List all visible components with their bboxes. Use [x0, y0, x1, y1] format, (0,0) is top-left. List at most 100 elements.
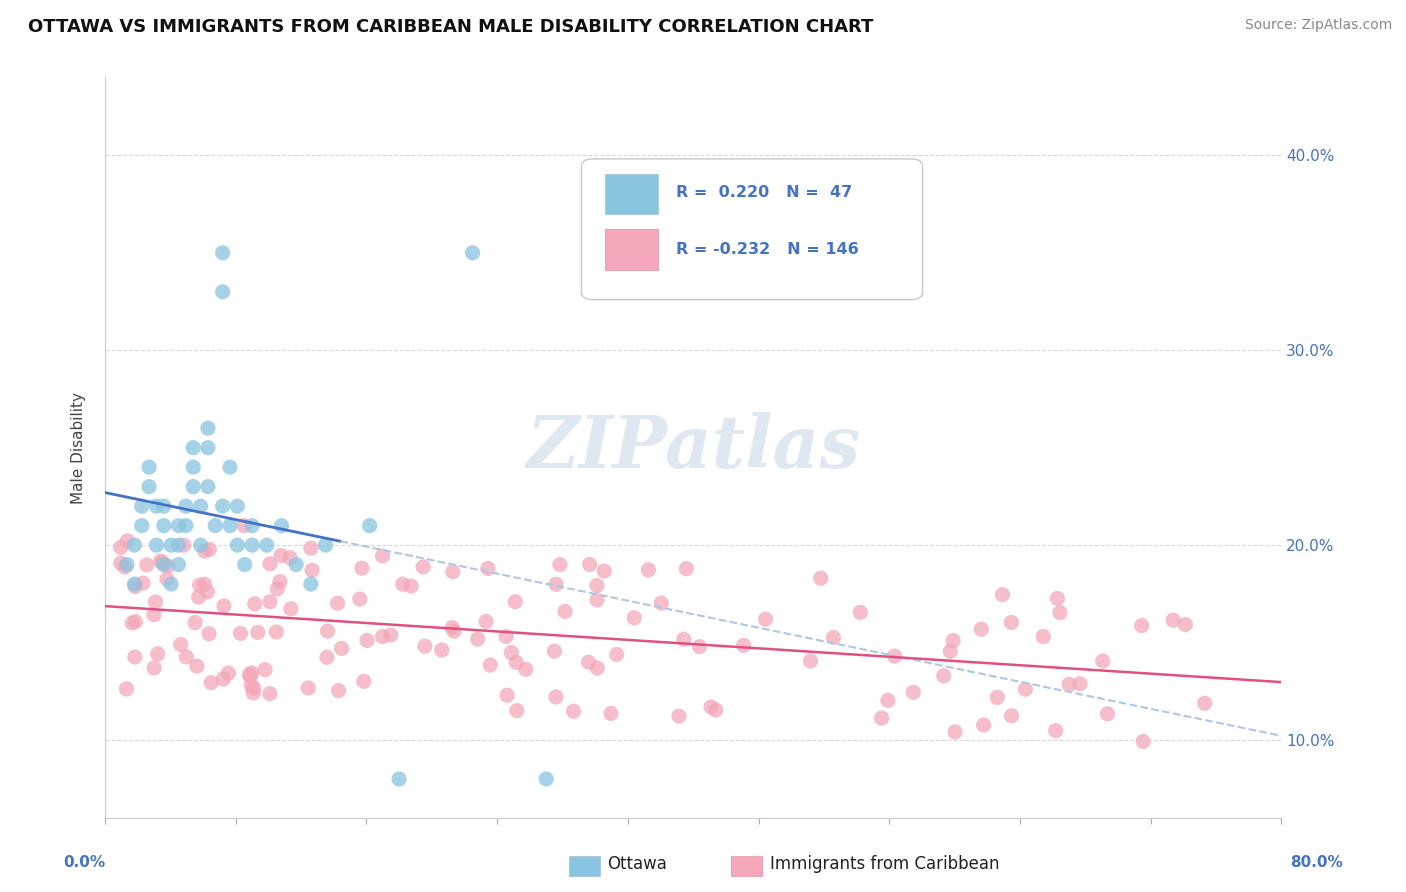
Point — [1132, 734, 1154, 748]
Point — [211, 245, 233, 260]
Point — [190, 538, 212, 552]
Point — [212, 672, 235, 686]
Point — [138, 480, 160, 494]
Point — [256, 538, 278, 552]
Point — [578, 558, 600, 572]
Point — [190, 499, 212, 513]
Point — [1046, 591, 1069, 606]
Point — [991, 588, 1014, 602]
Point — [600, 706, 623, 721]
FancyBboxPatch shape — [582, 159, 922, 300]
Point — [316, 624, 339, 638]
Point — [939, 644, 962, 658]
Point — [799, 654, 821, 668]
Point — [124, 577, 146, 591]
Point — [174, 499, 197, 513]
Point — [233, 558, 256, 572]
Point — [181, 460, 204, 475]
Point — [1000, 708, 1022, 723]
Point — [1194, 696, 1216, 710]
Point — [270, 518, 292, 533]
Point — [124, 650, 146, 665]
Point — [496, 688, 519, 702]
Point — [211, 499, 233, 513]
Point — [299, 541, 322, 556]
Point — [943, 725, 966, 739]
Text: 0.0%: 0.0% — [63, 855, 105, 870]
Point — [586, 578, 609, 592]
Point — [193, 577, 215, 591]
Point — [479, 658, 502, 673]
Point — [903, 685, 925, 699]
Point — [246, 625, 269, 640]
Point — [259, 687, 281, 701]
Point — [441, 565, 464, 579]
Point — [198, 626, 221, 640]
Text: Source: ZipAtlas.com: Source: ZipAtlas.com — [1244, 18, 1392, 32]
Point — [174, 518, 197, 533]
Point — [259, 595, 281, 609]
Point — [1174, 617, 1197, 632]
Point — [1091, 654, 1114, 668]
Point — [650, 596, 672, 610]
Point — [160, 577, 183, 591]
Point — [505, 595, 527, 609]
Point — [548, 558, 571, 572]
Point — [121, 615, 143, 630]
Point — [350, 561, 373, 575]
Point — [188, 578, 211, 592]
Point — [135, 558, 157, 572]
Point — [238, 667, 260, 681]
Point — [467, 632, 489, 647]
Point — [326, 596, 349, 610]
Point — [505, 656, 527, 670]
Point — [430, 643, 453, 657]
Point — [1069, 677, 1091, 691]
Point — [110, 541, 132, 555]
Text: OTTAWA VS IMMIGRANTS FROM CARIBBEAN MALE DISABILITY CORRELATION CHART: OTTAWA VS IMMIGRANTS FROM CARIBBEAN MALE… — [28, 18, 873, 36]
Point — [181, 480, 204, 494]
Point — [391, 577, 413, 591]
Point — [586, 661, 609, 675]
Point — [356, 633, 378, 648]
Point — [239, 669, 262, 683]
Point — [153, 518, 176, 533]
Point — [200, 675, 222, 690]
Point — [242, 681, 264, 696]
Point — [1032, 630, 1054, 644]
Point — [124, 615, 146, 629]
Point — [124, 538, 146, 552]
Point — [668, 709, 690, 723]
Point — [167, 518, 190, 533]
Point — [870, 711, 893, 725]
Point — [359, 518, 381, 533]
Point — [733, 639, 755, 653]
Point — [219, 518, 242, 533]
Point — [544, 690, 567, 704]
Point — [194, 544, 217, 558]
Point — [637, 563, 659, 577]
Point — [1057, 677, 1080, 691]
Point — [353, 674, 375, 689]
Point — [187, 590, 209, 604]
Point — [217, 666, 239, 681]
Point — [606, 648, 628, 662]
Point — [269, 574, 291, 589]
Point — [932, 669, 955, 683]
Point — [986, 690, 1008, 705]
Point — [413, 639, 436, 653]
Point — [544, 577, 567, 591]
Point — [623, 611, 645, 625]
Point — [388, 772, 411, 786]
Point — [117, 533, 139, 548]
Point — [562, 704, 585, 718]
Point — [280, 601, 302, 615]
Point — [278, 550, 301, 565]
Point — [849, 606, 872, 620]
Point — [270, 549, 292, 563]
Point — [285, 558, 308, 572]
Point — [506, 704, 529, 718]
Point — [672, 632, 695, 647]
Point — [115, 681, 138, 696]
Point — [145, 499, 167, 513]
